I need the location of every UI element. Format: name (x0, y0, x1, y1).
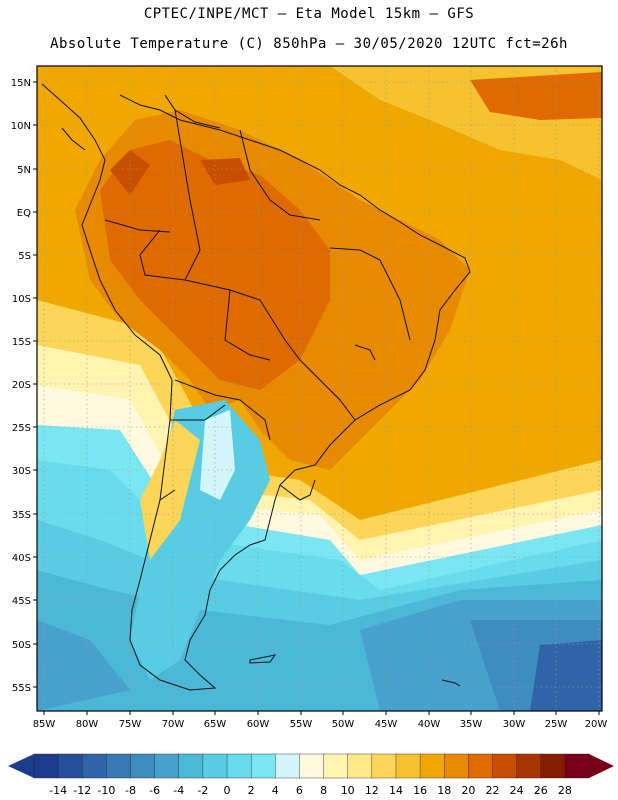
colorbar-right-triangle (589, 754, 614, 778)
lon-label: 40W (418, 719, 441, 730)
colorbar-cell (33, 753, 59, 779)
lon-label: 50W (332, 719, 355, 730)
lon-label: 60W (247, 719, 270, 730)
longitude-labels: 85W 80W 75W 70W 65W 60W 55W 50W 45W 40W … (33, 719, 608, 730)
colorbar-cell (57, 753, 83, 779)
lon-label: 45W (375, 719, 398, 730)
colorbar-label: -6 (149, 784, 160, 797)
colorbar-label: 24 (510, 784, 524, 797)
colorbar-label: -4 (173, 784, 184, 797)
lat-label: 10S (12, 294, 31, 305)
colorbar: -14 -12 -10 -8 -6 -4 -2 0 2 4 6 8 10 12 … (8, 753, 614, 797)
colorbar-left-triangle (8, 754, 34, 778)
colorbar-cell (106, 753, 132, 779)
colorbar-label: 12 (365, 784, 379, 797)
colorbar-cell (444, 753, 470, 779)
lat-label: 50S (12, 640, 31, 651)
colorbar-cell (275, 753, 301, 779)
colorbar-cell (154, 753, 180, 779)
lat-label: 15S (12, 337, 31, 348)
temperature-field (37, 66, 602, 711)
colorbar-cell (564, 753, 590, 779)
lat-label: 30S (12, 466, 31, 477)
lon-label: 75W (119, 719, 142, 730)
lon-label: 55W (290, 719, 313, 730)
colorbar-label: -2 (197, 784, 208, 797)
lon-label: 70W (162, 719, 185, 730)
axis-ticks (33, 81, 600, 715)
lat-label: 5N (17, 165, 31, 176)
colorbar-label: 0 (224, 784, 231, 797)
latitude-labels: 15N 10N 5N EQ 5S 10S 15S 20S 25S 30S 35S… (11, 78, 31, 694)
lat-label: 5S (18, 251, 31, 262)
lon-label: 20W (585, 719, 608, 730)
lat-label: 45S (12, 596, 31, 607)
colorbar-label: 20 (461, 784, 475, 797)
colorbar-label: 26 (534, 784, 548, 797)
lat-label: 55S (12, 683, 31, 694)
colorbar-label: 16 (413, 784, 427, 797)
colorbar-label: -8 (125, 784, 136, 797)
colorbar-cell (202, 753, 228, 779)
colorbar-cell (226, 753, 252, 779)
colorbar-cell (516, 753, 542, 779)
map-title-line2: Absolute Temperature (C) 850hPa – 30/05/… (50, 36, 568, 52)
colorbar-cell (178, 753, 204, 779)
colorbar-label: 8 (320, 784, 327, 797)
colorbar-label: 14 (389, 784, 403, 797)
colorbar-cell (540, 753, 566, 779)
lat-label: 10N (11, 121, 31, 132)
lon-label: 80W (76, 719, 99, 730)
colorbar-cell (468, 753, 494, 779)
colorbar-cell (82, 753, 108, 779)
lat-label: 15N (11, 78, 31, 89)
map-frame (36, 65, 603, 712)
colorbar-cell (371, 753, 397, 779)
colorbar-cell (323, 753, 349, 779)
lon-label: 25W (545, 719, 568, 730)
colorbar-label: 22 (485, 784, 499, 797)
colorbar-label: 28 (558, 784, 572, 797)
lon-label: 35W (460, 719, 483, 730)
colorbar-cell (419, 753, 445, 779)
lat-label: EQ (17, 208, 31, 219)
lat-label: 35S (12, 510, 31, 521)
colorbar-label: -14 (49, 784, 67, 797)
colorbar-cell (299, 753, 325, 779)
colorbar-label: 4 (272, 784, 279, 797)
colorbar-label: -12 (73, 784, 91, 797)
colorbar-label: -10 (97, 784, 115, 797)
colorbar-label: 18 (437, 784, 451, 797)
lon-label: 65W (204, 719, 227, 730)
lat-label: 40S (12, 553, 31, 564)
lat-label: 20S (12, 380, 31, 391)
lat-label: 25S (12, 423, 31, 434)
coastlines (41, 83, 471, 691)
colorbar-label: 10 (341, 784, 355, 797)
colorbar-cell (347, 753, 373, 779)
lon-label: 30W (503, 719, 526, 730)
lon-label: 85W (33, 719, 56, 730)
colorbar-cell (250, 753, 277, 779)
map-title-line1: CPTEC/INPE/MCT – Eta Model 15km – GFS (143, 6, 475, 22)
colorbar-cell (492, 753, 518, 779)
colorbar-label: 2 (248, 784, 255, 797)
colorbar-cell (130, 753, 156, 779)
colorbar-label: 6 (296, 784, 303, 797)
colorbar-cell (395, 753, 421, 779)
